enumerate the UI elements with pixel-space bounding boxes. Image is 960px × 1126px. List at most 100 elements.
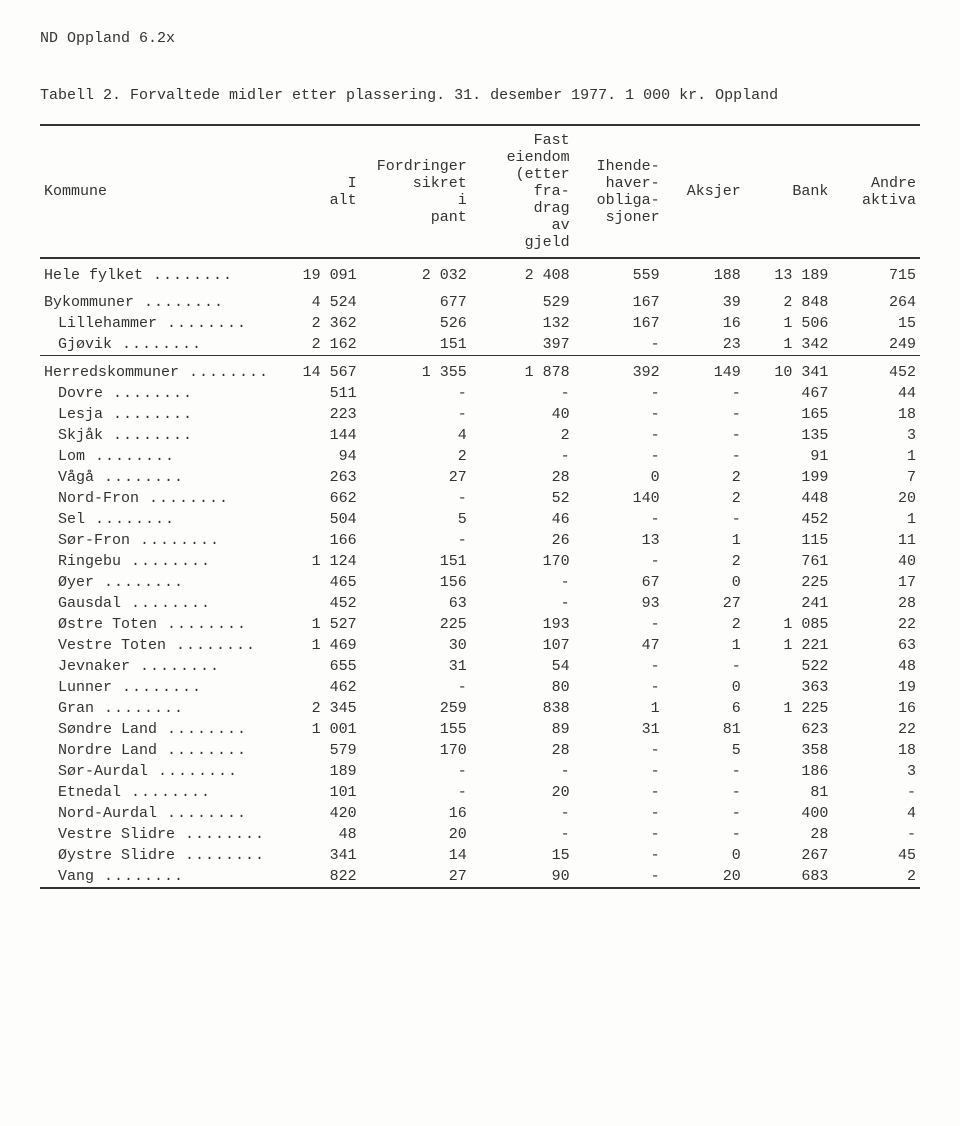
cell: - bbox=[664, 509, 745, 530]
cell: - bbox=[471, 572, 574, 593]
cell: 170 bbox=[471, 551, 574, 572]
cell: 167 bbox=[574, 313, 664, 334]
cell: 48 bbox=[832, 656, 920, 677]
table-row: Sør-Aurdal189----1863 bbox=[40, 761, 920, 782]
cell: 2 bbox=[664, 467, 745, 488]
table-row: Vestre Toten1 469301074711 22163 bbox=[40, 635, 920, 656]
row-label: Vestre Toten bbox=[40, 635, 273, 656]
cell: 225 bbox=[361, 614, 471, 635]
cell: 526 bbox=[361, 313, 471, 334]
table-row: Nord-Aurdal42016---4004 bbox=[40, 803, 920, 824]
cell: 467 bbox=[745, 383, 833, 404]
cell: - bbox=[574, 614, 664, 635]
table-caption: Tabell 2. Forvaltede midler etter plasse… bbox=[40, 87, 920, 104]
cell: - bbox=[664, 383, 745, 404]
cell: - bbox=[574, 383, 664, 404]
col-header: Fordringersikretipant bbox=[361, 125, 471, 258]
cell: 1 bbox=[664, 635, 745, 656]
cell: - bbox=[664, 803, 745, 824]
cell: 623 bbox=[745, 719, 833, 740]
table-row: Ringebu1 124151170-276140 bbox=[40, 551, 920, 572]
cell: 3 bbox=[832, 425, 920, 446]
row-label: Søndre Land bbox=[40, 719, 273, 740]
cell: 249 bbox=[832, 334, 920, 356]
cell: 28 bbox=[745, 824, 833, 845]
cell: 452 bbox=[745, 509, 833, 530]
cell: - bbox=[574, 803, 664, 824]
cell: 511 bbox=[273, 383, 361, 404]
cell: - bbox=[832, 782, 920, 803]
row-label: Ringebu bbox=[40, 551, 273, 572]
cell: - bbox=[574, 761, 664, 782]
row-label: Etnedal bbox=[40, 782, 273, 803]
row-label: Nord-Aurdal bbox=[40, 803, 273, 824]
cell: - bbox=[471, 446, 574, 467]
table-row: Sør-Fron166-2613111511 bbox=[40, 530, 920, 551]
cell: 2 bbox=[664, 488, 745, 509]
cell: 101 bbox=[273, 782, 361, 803]
table-row: Gran2 345259838161 22516 bbox=[40, 698, 920, 719]
cell: 188 bbox=[664, 258, 745, 286]
table-row: Etnedal101-20--81- bbox=[40, 782, 920, 803]
cell: 522 bbox=[745, 656, 833, 677]
col-header: Ihende-haver-obliga-sjoner bbox=[574, 125, 664, 258]
cell: 22 bbox=[832, 614, 920, 635]
cell: 23 bbox=[664, 334, 745, 356]
col-header: Fasteiendom(etterfra-dragavgjeld bbox=[471, 125, 574, 258]
cell: - bbox=[361, 761, 471, 782]
table-row: Dovre511----46744 bbox=[40, 383, 920, 404]
cell: - bbox=[471, 593, 574, 614]
cell: 715 bbox=[832, 258, 920, 286]
cell: - bbox=[664, 446, 745, 467]
cell: 0 bbox=[664, 845, 745, 866]
table-row: Søndre Land1 00115589318162322 bbox=[40, 719, 920, 740]
cell: 27 bbox=[664, 593, 745, 614]
cell: 14 bbox=[361, 845, 471, 866]
cell: 47 bbox=[574, 635, 664, 656]
cell: 2 bbox=[664, 614, 745, 635]
row-label: Nordre Land bbox=[40, 740, 273, 761]
cell: - bbox=[574, 782, 664, 803]
cell: 2 bbox=[664, 551, 745, 572]
cell: 149 bbox=[664, 356, 745, 384]
cell: 1 085 bbox=[745, 614, 833, 635]
cell: 559 bbox=[574, 258, 664, 286]
row-label: Sel bbox=[40, 509, 273, 530]
cell: 655 bbox=[273, 656, 361, 677]
table-row: Gausdal45263-932724128 bbox=[40, 593, 920, 614]
cell: 223 bbox=[273, 404, 361, 425]
cell: - bbox=[361, 782, 471, 803]
cell: 39 bbox=[664, 286, 745, 313]
table-row: Gjøvik2 162151397-231 342249 bbox=[40, 334, 920, 356]
cell: - bbox=[574, 866, 664, 888]
row-label: Hele fylket bbox=[40, 258, 273, 286]
cell: 1 527 bbox=[273, 614, 361, 635]
cell: 7 bbox=[832, 467, 920, 488]
col-header: Ialt bbox=[273, 125, 361, 258]
cell: 151 bbox=[361, 334, 471, 356]
cell: 267 bbox=[745, 845, 833, 866]
row-label: Sør-Fron bbox=[40, 530, 273, 551]
cell: 452 bbox=[273, 593, 361, 614]
cell: 420 bbox=[273, 803, 361, 824]
cell: - bbox=[574, 824, 664, 845]
cell: 363 bbox=[745, 677, 833, 698]
cell: 40 bbox=[832, 551, 920, 572]
cell: 91 bbox=[745, 446, 833, 467]
page-header: ND Oppland 6.2x bbox=[40, 30, 920, 47]
cell: - bbox=[361, 530, 471, 551]
cell: 48 bbox=[273, 824, 361, 845]
row-label: Vestre Slidre bbox=[40, 824, 273, 845]
row-label: Øystre Slidre bbox=[40, 845, 273, 866]
row-label: Nord-Fron bbox=[40, 488, 273, 509]
row-label: Skjåk bbox=[40, 425, 273, 446]
cell: 44 bbox=[832, 383, 920, 404]
cell: 358 bbox=[745, 740, 833, 761]
row-label: Dovre bbox=[40, 383, 273, 404]
table-row: Lom942---911 bbox=[40, 446, 920, 467]
table-row: Herredskommuner14 5671 3551 87839214910 … bbox=[40, 356, 920, 384]
cell: 107 bbox=[471, 635, 574, 656]
cell: 144 bbox=[273, 425, 361, 446]
table-row: Skjåk14442--1353 bbox=[40, 425, 920, 446]
cell: 80 bbox=[471, 677, 574, 698]
